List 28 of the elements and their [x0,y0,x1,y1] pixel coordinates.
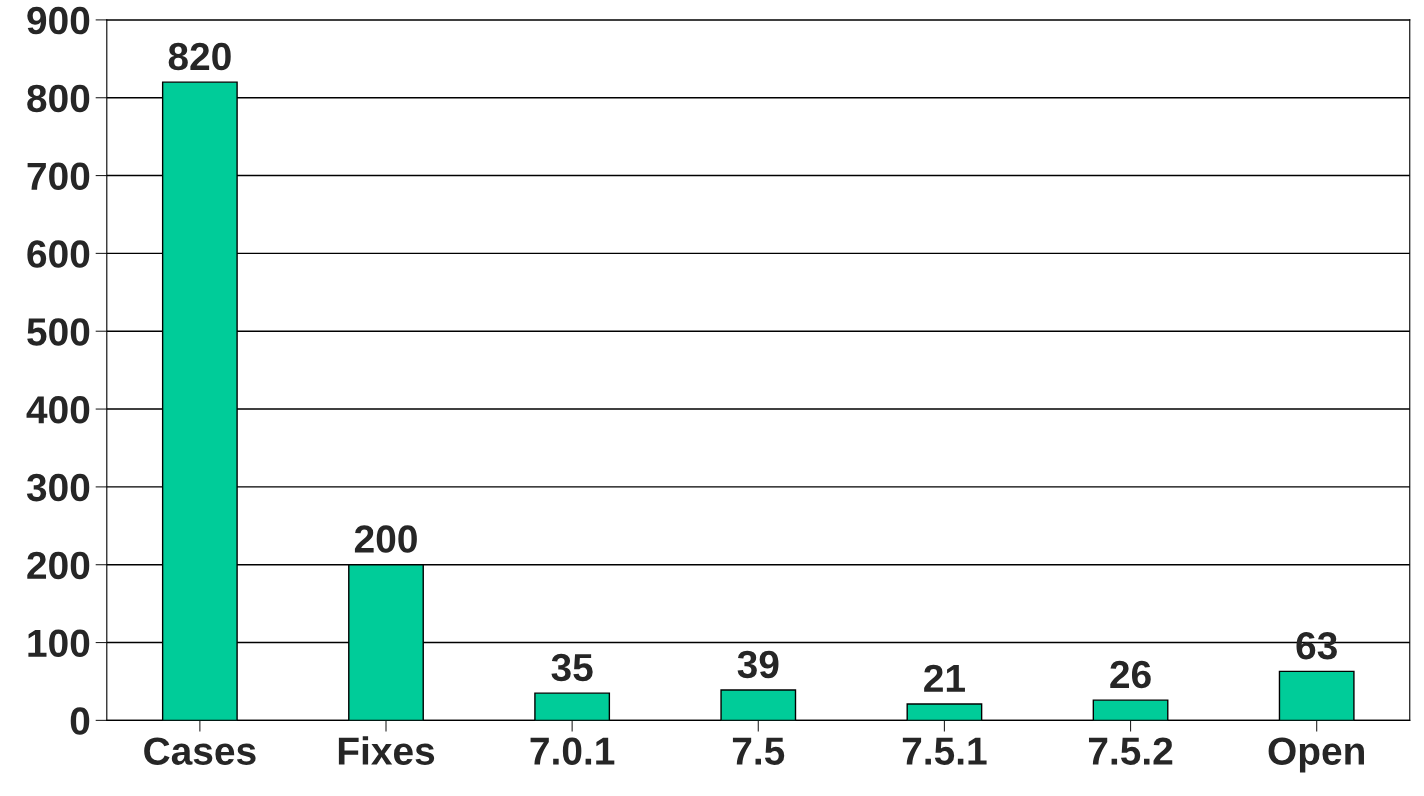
x-tick-label: Fixes [338,736,435,765]
y-tick-label: 800 [27,84,90,113]
y-tick-label: 200 [27,551,90,580]
x-tick-label: 7.0.1 [530,737,615,765]
y-tick-label: 500 [27,318,90,346]
data-label: 35 [551,653,593,682]
y-tick-label: 600 [27,240,90,268]
y-tick-label: 0 [70,707,90,735]
y-tick-label: 100 [28,629,90,658]
data-label: 26 [1110,660,1151,689]
y-tick-label: 900 [27,6,90,35]
x-tick-label: Open [1268,737,1364,773]
data-label: 39 [737,650,779,679]
bar [906,703,983,721]
y-tick-label: 400 [26,395,90,424]
bar [534,692,611,721]
x-tick-label: 7.5.1 [902,737,987,765]
data-label: 21 [924,664,965,692]
data-label: 200 [354,525,417,553]
x-tick-label: Cases [144,737,256,765]
x-tick-label: 7.5 [732,737,785,765]
y-tick-label: 300 [26,473,90,502]
bar [1278,670,1355,721]
bar [720,689,797,721]
y-tick-label: 700 [27,162,90,191]
bar [1092,699,1169,721]
data-label: 820 [168,42,231,71]
x-tick-label: 7.5.2 [1088,737,1173,765]
